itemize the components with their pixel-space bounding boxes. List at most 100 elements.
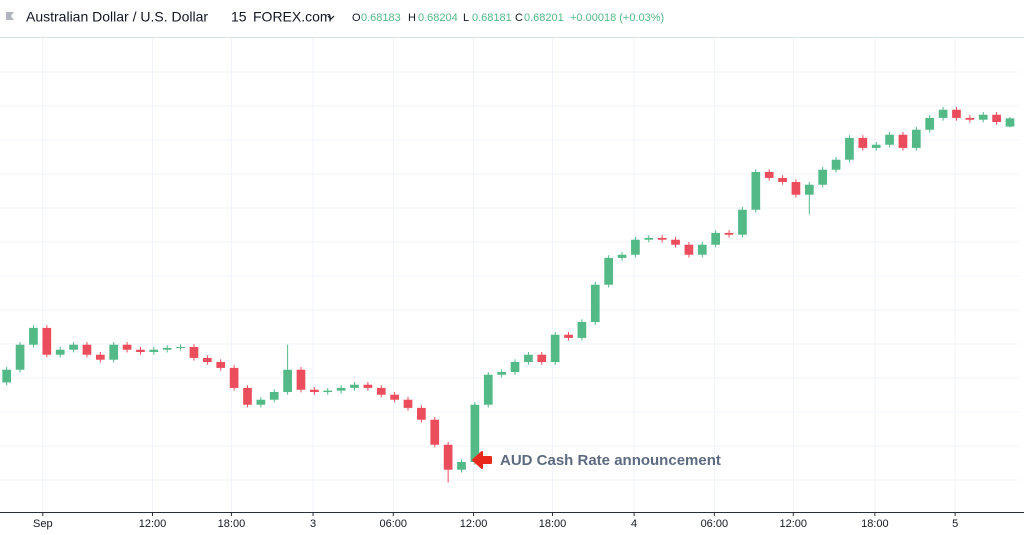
candle-body <box>590 284 600 322</box>
x-tick-label: 3 <box>310 518 316 530</box>
legend-label: O <box>352 12 361 24</box>
candle-body <box>791 182 801 195</box>
candle-body <box>818 169 828 185</box>
candle-body <box>15 344 25 370</box>
candle-body <box>363 384 373 388</box>
candle-body <box>176 347 185 348</box>
candle-body <box>657 237 667 240</box>
candle-body <box>671 239 680 245</box>
annotation-arrow <box>472 451 492 469</box>
x-tick-label: 18:00 <box>861 518 889 530</box>
x-tick-label: 18:00 <box>218 518 246 530</box>
candle-body <box>711 232 721 245</box>
candle-body <box>403 399 413 408</box>
annotation: AUD Cash Rate announcement <box>500 452 721 469</box>
legend-label: H <box>408 12 416 24</box>
x-tick-label: 4 <box>631 518 637 530</box>
candle-body <box>283 369 292 392</box>
candle-body <box>202 357 212 362</box>
candle-body <box>631 239 640 255</box>
candle-body <box>925 117 935 130</box>
x-tick-label: 12:00 <box>460 518 488 530</box>
candle-body <box>42 327 52 355</box>
candle-body <box>229 367 239 388</box>
candle-body <box>350 384 359 388</box>
candle-body <box>2 369 12 383</box>
candle-body <box>751 172 761 210</box>
symbol-icon <box>6 12 14 20</box>
candle-body <box>417 407 426 420</box>
candle-body <box>617 254 627 258</box>
candle-body <box>376 387 386 395</box>
candle-body <box>243 387 252 405</box>
candle-body <box>898 134 908 148</box>
candle-body <box>109 344 119 360</box>
candle-body <box>577 322 587 338</box>
candle-body <box>524 354 533 362</box>
candle-body <box>69 344 78 350</box>
candle-body <box>29 327 38 345</box>
candle-body <box>390 394 399 400</box>
candle-body <box>804 184 814 195</box>
candle-body <box>604 257 614 285</box>
candle-body <box>697 244 707 255</box>
x-tick-label: 12:00 <box>139 518 167 530</box>
h-grid <box>0 71 1018 481</box>
source: FOREX.com <box>253 9 332 25</box>
candle-body <box>845 137 854 160</box>
candle-body <box>978 114 988 120</box>
candle-body <box>992 114 1001 122</box>
candle-body <box>323 390 333 392</box>
candle-body <box>149 349 159 352</box>
candle-body <box>871 144 881 148</box>
candle-body <box>162 347 172 350</box>
candle-body <box>738 209 747 235</box>
candle-body <box>644 237 654 240</box>
candle-body <box>1005 118 1015 127</box>
candle-body <box>764 172 774 178</box>
candle-body <box>430 419 440 445</box>
candle-body <box>564 334 573 338</box>
candle-body <box>443 444 453 470</box>
candle-body <box>684 244 694 255</box>
candle-body <box>189 347 199 358</box>
candle-body <box>550 334 560 362</box>
candle-body <box>470 404 480 462</box>
candle-body <box>965 117 975 120</box>
candle-body <box>510 362 520 372</box>
legend-label: L <box>463 12 469 24</box>
candle-body <box>938 109 948 118</box>
candle-body <box>310 389 319 392</box>
candle-body <box>256 399 266 405</box>
candle-body <box>136 349 145 352</box>
candle-body <box>724 232 734 235</box>
x-tick-label: 5 <box>952 518 958 530</box>
candle-body <box>82 344 92 355</box>
candle-body <box>122 344 132 350</box>
candle-body <box>497 372 506 375</box>
legend-value: 0.68204 <box>418 12 458 24</box>
legend-value: 0.68181 <box>472 12 512 24</box>
chevron[interactable] <box>327 15 335 20</box>
x-tick-label: Sep <box>33 518 53 530</box>
change: +0.00018 (+0.03%) <box>570 12 664 24</box>
symbol-title: Australian Dollar / U.S. Dollar <box>26 9 208 25</box>
x-tick-label: 18:00 <box>539 518 567 530</box>
candle-body <box>858 137 868 148</box>
legend-label: C <box>515 12 523 24</box>
interval: 15 <box>231 9 247 25</box>
plot-area <box>2 37 1015 512</box>
candle-body <box>457 462 466 470</box>
candle-body <box>483 374 493 405</box>
candle-body <box>95 354 105 360</box>
candle-body <box>885 134 894 145</box>
candle-body <box>911 129 921 148</box>
x-tick-label: 06:00 <box>701 518 729 530</box>
x-tick-label: 06:00 <box>380 518 408 530</box>
x-tick-label: 12:00 <box>779 518 807 530</box>
legend-value: 0.68201 <box>524 12 564 24</box>
candle-body <box>296 369 306 390</box>
candle-body <box>952 109 961 118</box>
